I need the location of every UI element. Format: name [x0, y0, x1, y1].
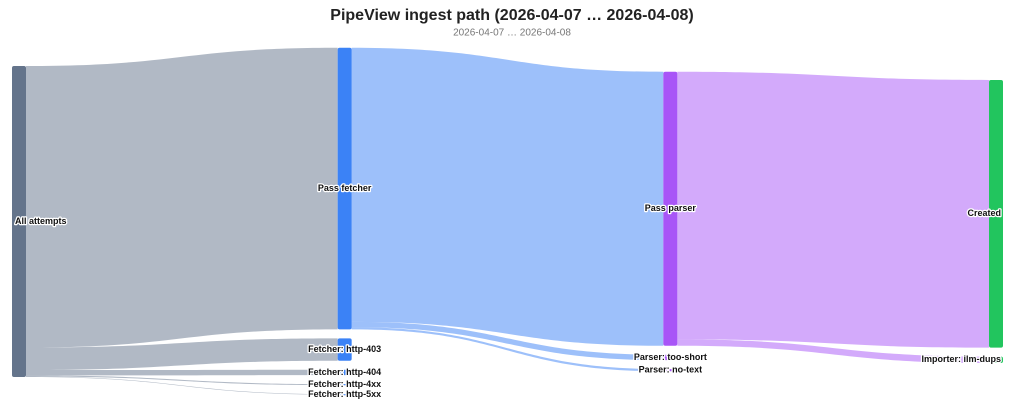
node-label: Fetcher: http-404: [308, 367, 381, 377]
node: [337, 47, 352, 330]
link: [351, 47, 664, 346]
link: [677, 71, 989, 348]
node: [337, 384, 352, 386]
link: [26, 376, 338, 395]
node: [337, 369, 352, 376]
node-label: Pass fetcher: [318, 183, 372, 193]
link: [351, 327, 664, 372]
link: [26, 338, 338, 371]
node-label: Importer: ilm-dups: [921, 354, 1001, 364]
node-label: Fetcher: http-403: [308, 344, 381, 354]
link: [26, 375, 338, 386]
link: [677, 339, 989, 364]
chart-title: PipeView ingest path (2026-04-07 … 2026-…: [330, 7, 693, 24]
chart-subtitle: 2026-04-07 … 2026-04-08: [453, 28, 571, 39]
node-label: Pass parser: [645, 203, 697, 213]
node: [663, 369, 678, 372]
node-label: All attempts: [15, 216, 67, 226]
node: [337, 338, 352, 361]
node: [989, 79, 1003, 348]
node-label: Fetcher: http-5xx: [308, 389, 381, 399]
link: [26, 369, 338, 376]
node: [663, 71, 678, 346]
link: [351, 321, 664, 361]
node-label: Fetcher: http-4xx: [308, 379, 381, 389]
node: [989, 356, 1003, 364]
link: [26, 47, 338, 348]
node: [12, 66, 26, 377]
node-label: Parser: too-short: [634, 352, 707, 362]
node-label: Created: [967, 208, 1001, 218]
node: [337, 394, 352, 396]
node-label: Parser: no-text: [639, 365, 703, 375]
node: [663, 354, 678, 361]
